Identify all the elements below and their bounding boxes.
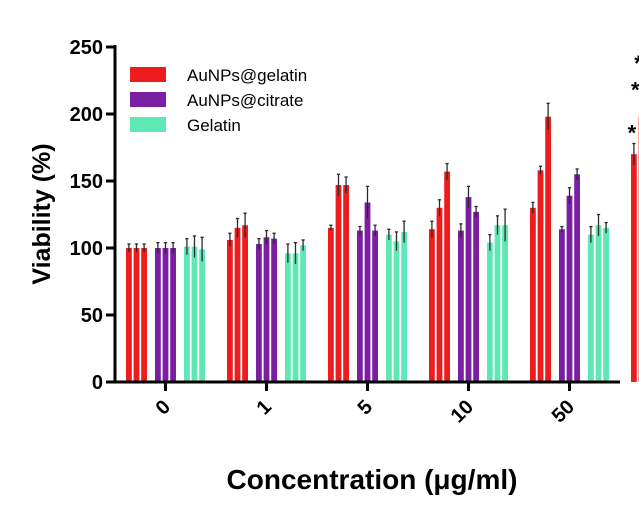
bar-aunps-gelatin-10-1 <box>429 229 435 382</box>
legend-label: Gelatin <box>187 116 241 135</box>
y-tick-label: 0 <box>92 372 103 394</box>
bar-gelatin-0-3 <box>199 249 205 382</box>
bar-gelatin-0-1 <box>184 246 190 382</box>
bar-gelatin-5-2 <box>393 241 400 382</box>
bar-aunps-gelatin-10-2 <box>436 207 443 382</box>
bar-gelatin-10-2 <box>494 225 501 382</box>
bar-aunps-citrate-5-2 <box>364 202 371 382</box>
significance-marker: * <box>628 121 637 146</box>
x-tick-label: 50 <box>548 396 579 427</box>
bar-gelatin-1-2 <box>292 253 299 382</box>
x-ticks-layer: 0151050100 <box>152 382 579 427</box>
y-ticks-layer: 0 50 100 150 200 250 <box>70 37 115 394</box>
bar-aunps-citrate-10-1 <box>458 230 464 382</box>
y-tick-label: 200 <box>70 104 103 126</box>
bar-aunps-citrate-1-1 <box>256 243 262 382</box>
bar-aunps-citrate-10-2 <box>465 197 472 382</box>
y-tick-label: 150 <box>70 171 103 193</box>
bar-aunps-gelatin-50-1 <box>530 207 536 382</box>
bar-aunps-gelatin-5-3 <box>343 185 349 382</box>
bar-aunps-gelatin-100-1 <box>631 154 637 382</box>
bar-aunps-citrate-1-2 <box>263 237 270 382</box>
x-axis-title: Concentration (μg/ml) <box>227 464 518 495</box>
bar-aunps-gelatin-50-2 <box>537 170 544 382</box>
bar-aunps-gelatin-1-3 <box>242 225 248 382</box>
bar-aunps-citrate-50-2 <box>566 195 573 382</box>
bar-aunps-gelatin-0-2 <box>133 248 140 382</box>
y-tick-label: 100 <box>70 238 103 260</box>
annotations-layer: ****** <box>628 51 639 146</box>
significance-marker: ** <box>631 78 639 103</box>
bar-aunps-gelatin-5-1 <box>328 227 334 382</box>
legend-label: AuNPs@citrate <box>187 91 303 110</box>
legend-label: AuNPs@gelatin <box>187 66 307 85</box>
bar-gelatin-5-3 <box>401 231 407 382</box>
significance-marker: *** <box>634 51 639 76</box>
error-bars-layer <box>127 102 636 265</box>
bar-aunps-gelatin-5-2 <box>335 185 342 382</box>
legend-swatch <box>130 117 166 132</box>
bar-aunps-citrate-0-2 <box>162 248 169 382</box>
bar-gelatin-5-1 <box>386 234 392 382</box>
bar-gelatin-50-3 <box>603 227 609 382</box>
bar-aunps-citrate-0-3 <box>170 248 176 382</box>
bar-aunps-citrate-50-1 <box>559 229 565 382</box>
x-tick-label: 10 <box>447 396 478 427</box>
bars-layer <box>126 116 639 383</box>
bar-gelatin-1-3 <box>300 245 306 382</box>
legend-swatch <box>130 67 166 82</box>
legend-swatch <box>130 92 166 107</box>
y-tick-label: 250 <box>70 37 103 59</box>
bar-gelatin-50-1 <box>588 234 594 382</box>
bar-aunps-gelatin-1-1 <box>227 239 233 382</box>
legend: AuNPs@gelatin AuNPs@citrate Gelatin <box>130 66 307 135</box>
bar-aunps-citrate-10-3 <box>473 211 479 382</box>
bar-gelatin-10-1 <box>487 242 493 382</box>
x-tick-label: 0 <box>152 396 175 419</box>
bar-aunps-gelatin-0-3 <box>141 248 147 382</box>
y-tick-label: 50 <box>81 305 103 327</box>
x-tick-label: 5 <box>354 396 377 419</box>
bar-aunps-gelatin-50-3 <box>545 116 551 383</box>
bar-aunps-citrate-1-3 <box>271 238 277 382</box>
y-axis-title: Viability (%) <box>28 143 56 284</box>
bar-aunps-citrate-0-1 <box>155 248 161 382</box>
bar-aunps-gelatin-10-3 <box>444 171 450 382</box>
bar-gelatin-0-2 <box>191 246 198 382</box>
bar-aunps-citrate-5-1 <box>357 230 363 382</box>
bar-aunps-citrate-50-3 <box>574 174 580 382</box>
bar-aunps-gelatin-1-2 <box>234 227 241 382</box>
bar-gelatin-1-1 <box>285 253 291 382</box>
bar-aunps-gelatin-0-1 <box>126 248 132 382</box>
bar-aunps-citrate-5-3 <box>372 230 378 382</box>
bar-gelatin-50-2 <box>595 225 602 382</box>
x-tick-label: 1 <box>253 396 276 419</box>
bar-gelatin-10-3 <box>502 225 508 382</box>
